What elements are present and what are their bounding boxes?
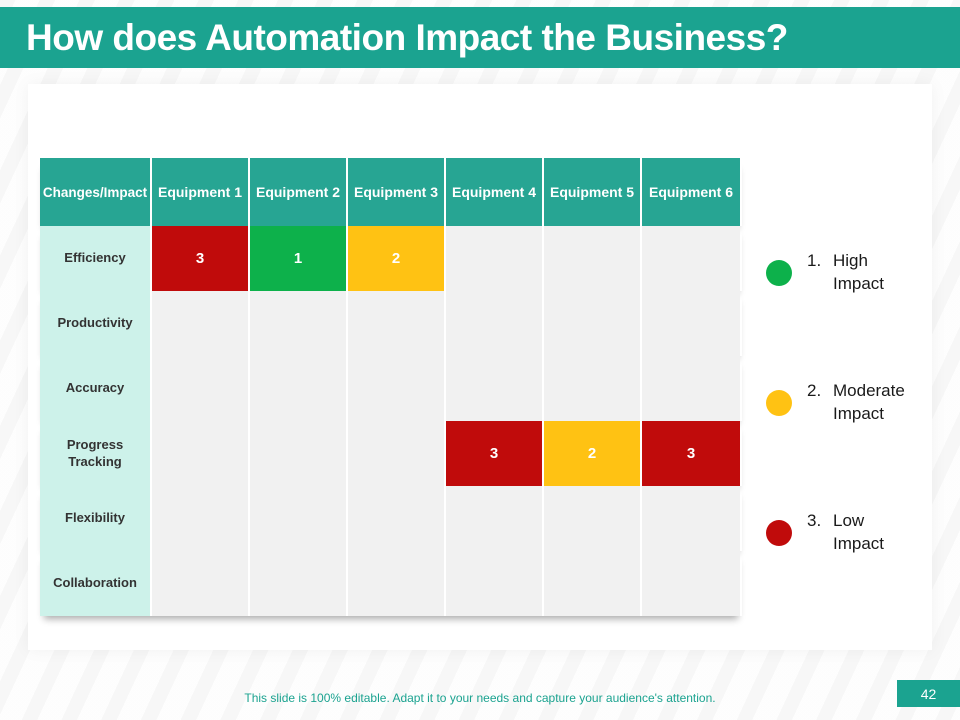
- empty-cell: [446, 486, 544, 551]
- empty-cell: [642, 551, 740, 616]
- table-row: Productivity: [40, 291, 742, 356]
- impact-cell-yellow: 2: [544, 421, 642, 486]
- row-label: Accuracy: [40, 356, 152, 421]
- title-bar: How does Automation Impact the Business?: [0, 7, 960, 68]
- empty-cell: [642, 226, 740, 291]
- column-header-changes-impact: Changes/Impact: [40, 158, 152, 226]
- legend-text: 2. Moderate Impact: [807, 380, 917, 426]
- table-row: Accuracy: [40, 356, 742, 421]
- legend-number: 1.: [807, 251, 822, 270]
- empty-cell: [348, 551, 446, 616]
- impact-cell-red: 3: [642, 421, 740, 486]
- empty-cell: [250, 486, 348, 551]
- column-header-equipment-1: Equipment 1: [152, 158, 250, 226]
- empty-cell: [250, 551, 348, 616]
- empty-cell: [446, 226, 544, 291]
- legend-item: 3. Low Impact: [766, 510, 917, 556]
- empty-cell: [250, 291, 348, 356]
- empty-cell: [642, 356, 740, 421]
- page-number-badge: 42: [897, 680, 960, 707]
- empty-cell: [544, 226, 642, 291]
- legend-dot-icon: [766, 259, 792, 286]
- impact-cell-red: 3: [446, 421, 544, 486]
- row-label: Efficiency: [40, 226, 152, 291]
- impact-cell-yellow: 2: [348, 226, 446, 291]
- empty-cell: [642, 486, 740, 551]
- table-row: Collaboration: [40, 551, 742, 616]
- legend-label: Moderate Impact: [833, 380, 905, 423]
- column-header-equipment-5: Equipment 5: [544, 158, 642, 226]
- table-row: Efficiency 3 1 2: [40, 226, 742, 291]
- empty-cell: [446, 356, 544, 421]
- legend-label: Low Impact: [833, 510, 885, 553]
- impact-cell-red: 3: [152, 226, 250, 291]
- table-header-row: Changes/Impact Equipment 1 Equipment 2 Equi…: [40, 158, 742, 226]
- impact-cell-green: 1: [250, 226, 348, 291]
- empty-cell: [250, 356, 348, 421]
- empty-cell: [348, 291, 446, 356]
- page-number: 42: [920, 685, 937, 702]
- empty-cell: [544, 291, 642, 356]
- empty-cell: [152, 291, 250, 356]
- empty-cell: [152, 421, 250, 486]
- empty-cell: [348, 421, 446, 486]
- impact-table: Changes/Impact Equipment 1 Equipment 2 Equi…: [40, 158, 742, 616]
- table-row: Flexibility: [40, 486, 742, 551]
- row-label: Flexibility: [40, 486, 152, 551]
- column-header-equipment-6: Equipment 6: [642, 158, 740, 226]
- empty-cell: [544, 486, 642, 551]
- row-label: Productivity: [40, 291, 152, 356]
- legend-label: High Impact: [833, 251, 885, 293]
- legend-dot-icon: [766, 519, 792, 546]
- empty-cell: [446, 291, 544, 356]
- column-header-equipment-2: Equipment 2: [250, 158, 348, 226]
- empty-cell: [152, 486, 250, 551]
- legend-text: 1. High Impact: [807, 250, 917, 296]
- table-row: Progress Tracking 3 2 3: [40, 421, 742, 486]
- legend-dot-icon: [766, 389, 792, 416]
- empty-cell: [348, 486, 446, 551]
- empty-cell: [544, 356, 642, 421]
- legend: 1. High Impact 2. Moderate Impact 3. Low Impa…: [766, 250, 917, 556]
- empty-cell: [642, 291, 740, 356]
- empty-cell: [544, 551, 642, 616]
- column-header-equipment-3: Equipment 3: [348, 158, 446, 226]
- empty-cell: [152, 551, 250, 616]
- empty-cell: [348, 356, 446, 421]
- legend-text: 3. Low Impact: [807, 510, 917, 556]
- empty-cell: [446, 551, 544, 616]
- legend-item: 1. High Impact: [766, 250, 917, 296]
- legend-number: 3.: [807, 510, 822, 530]
- row-label: Progress Tracking: [40, 421, 152, 486]
- legend-item: 2. Moderate Impact: [766, 380, 917, 426]
- row-label: Collaboration: [40, 551, 152, 616]
- column-header-equipment-4: Equipment 4: [446, 158, 544, 226]
- empty-cell: [152, 356, 250, 421]
- legend-number: 2.: [807, 380, 822, 400]
- page-title: How does Automation Impact the Business?: [26, 16, 788, 58]
- empty-cell: [250, 421, 348, 486]
- footer-note: This slide is 100% editable. Adapt it to…: [244, 691, 716, 705]
